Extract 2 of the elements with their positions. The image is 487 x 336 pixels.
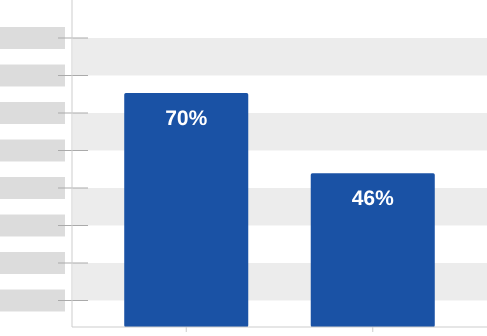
data-label: 46% [352,187,394,210]
data-label: 70% [165,107,208,130]
